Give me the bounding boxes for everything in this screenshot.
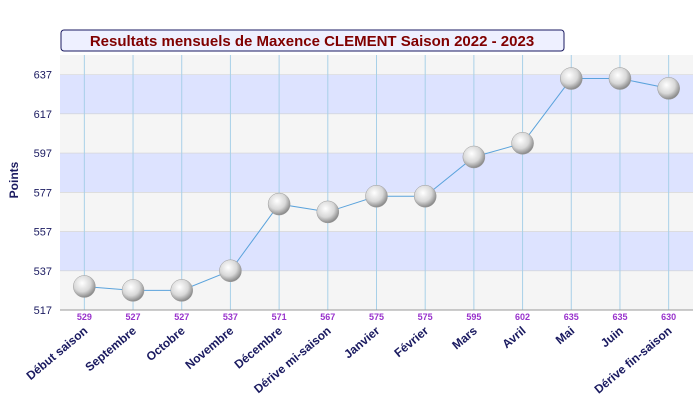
point (560, 67, 583, 90)
point (608, 67, 632, 90)
value-label: 575 (369, 312, 384, 322)
value-label: 571 (272, 312, 287, 322)
y-tick-label: 517 (34, 305, 52, 317)
chart-title: Resultats mensuels de Maxence CLEMENT Sa… (90, 33, 534, 50)
plot-area (60, 55, 693, 311)
point (365, 184, 388, 208)
x-tick-label: Avril (499, 324, 528, 352)
point (121, 279, 145, 302)
point (267, 192, 291, 216)
x-tick-label: Février (391, 323, 431, 360)
value-label: 527 (126, 312, 141, 322)
value-label: 595 (466, 312, 481, 322)
value-label: 635 (564, 312, 579, 322)
point (657, 77, 680, 100)
point (219, 259, 242, 283)
y-tick-label: 537 (34, 266, 52, 278)
y-tick-label: 557 (34, 227, 52, 239)
x-tick-label: Janvier (341, 323, 382, 361)
point (316, 200, 340, 224)
x-tick-label: Novembre (182, 323, 236, 372)
y-tick-label: 597 (34, 148, 52, 160)
x-tick-label: Octobre (143, 323, 187, 364)
y-axis-label: Points (7, 161, 21, 198)
x-tick-label: Mars (449, 323, 480, 352)
title-box (60, 29, 565, 52)
point (413, 184, 437, 208)
y-tick-label: 577 (34, 187, 52, 199)
value-label: 527 (174, 312, 189, 322)
point (170, 279, 193, 302)
value-label: 537 (223, 312, 238, 322)
value-label: 630 (661, 312, 676, 322)
value-label: 575 (418, 312, 433, 322)
x-tick-label: Septembre (82, 323, 139, 374)
point (462, 145, 486, 169)
y-tick-label: 617 (34, 109, 52, 121)
x-tick-label: Juin (598, 324, 626, 351)
x-tick-label: Début saison (24, 324, 91, 383)
value-label: 529 (77, 312, 92, 322)
y-tick-label: 637 (34, 70, 52, 82)
value-label: 635 (612, 312, 627, 322)
x-tick-label: Mai (553, 324, 577, 348)
point (73, 275, 96, 298)
point (511, 132, 534, 155)
value-label: 602 (515, 312, 530, 322)
value-label: 567 (320, 312, 335, 322)
